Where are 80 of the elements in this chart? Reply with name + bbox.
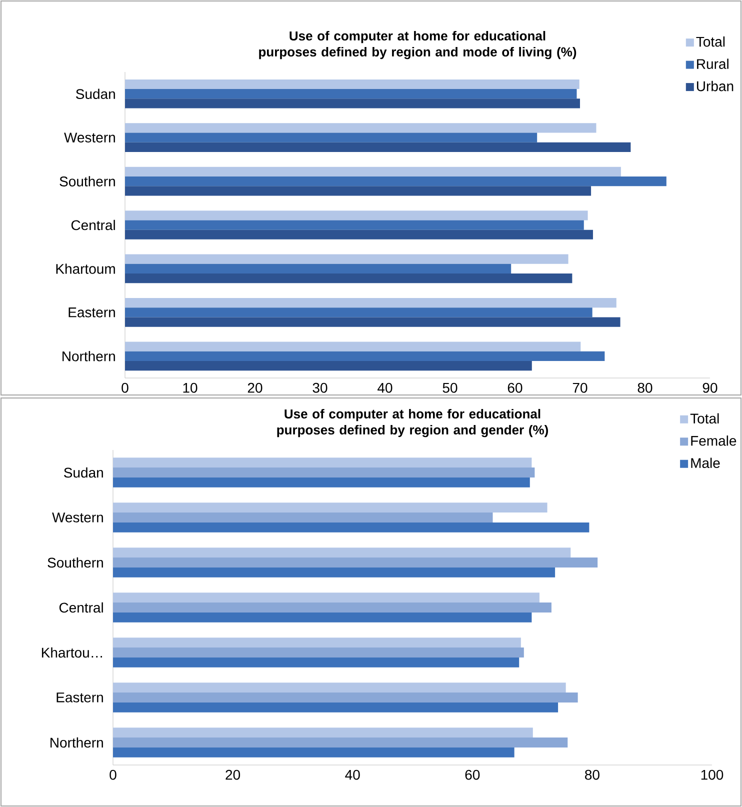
x-tick-label: 100: [701, 770, 724, 780]
y-tick-label: Sudan: [76, 88, 115, 100]
bar: [113, 657, 520, 668]
bar: [113, 747, 514, 758]
legend-label: Female: [691, 435, 736, 446]
x-tick-label: 10: [183, 382, 198, 393]
legend-label: Total: [696, 36, 725, 47]
bar: [113, 648, 524, 658]
x-tick-label: 30: [312, 382, 328, 393]
bar: [113, 477, 530, 488]
bar: [113, 638, 521, 648]
legend-label: Rural: [697, 58, 728, 69]
bar: [113, 602, 552, 612]
bar: [113, 728, 533, 738]
bar: [124, 132, 538, 142]
x-tick-label: 20: [226, 770, 240, 780]
legend-label: Total: [690, 413, 719, 424]
bar: [113, 468, 535, 478]
chart-title: Use of computer at home for educational purposes defined by region and gender (%): [277, 408, 548, 438]
x-tick-label: 50: [442, 382, 458, 393]
y-tick-label: Khartoum: [56, 264, 115, 274]
y-tick-label: Khartou…: [42, 647, 102, 658]
bar: [124, 220, 584, 230]
bar: [113, 682, 566, 693]
bar: [124, 210, 588, 220]
bar: [124, 298, 616, 308]
legend-label: Male: [691, 458, 720, 468]
bar: [124, 98, 580, 108]
bar: [124, 308, 592, 318]
bar: [124, 342, 581, 352]
bar: [113, 612, 532, 622]
bar: [124, 254, 568, 264]
x-tick-label: 80: [585, 770, 600, 780]
y-tick-label: Central: [71, 220, 115, 230]
y-tick-label: Central: [59, 602, 103, 613]
bar: [113, 502, 548, 513]
x-tick-label: 40: [378, 382, 392, 393]
y-tick-label: Northern: [62, 351, 115, 362]
bar: [124, 186, 592, 196]
y-tick-label: Sudan: [64, 467, 103, 478]
bar: [124, 166, 621, 176]
chart-title: Use of computer at home for educational purposes defined by region and mode of living (%): [259, 30, 576, 60]
x-tick-label: 60: [508, 382, 522, 393]
bar: [113, 522, 590, 532]
x-tick-label: 70: [572, 382, 588, 393]
y-tick-label: Northern: [50, 737, 103, 748]
y-tick-label: Western: [64, 132, 115, 142]
x-tick-label: 90: [702, 382, 718, 393]
bar: [124, 230, 593, 240]
bar: [124, 317, 620, 327]
bar: [113, 692, 578, 702]
y-tick-label: Southern: [48, 557, 103, 568]
bar: [113, 458, 532, 468]
bar: [113, 548, 571, 558]
x-tick-label: 0: [122, 382, 128, 393]
bar: [113, 512, 493, 522]
bar: [124, 123, 596, 133]
bar: [113, 567, 556, 578]
bar: [124, 274, 572, 284]
bar: [113, 558, 598, 568]
bar: [113, 702, 558, 712]
bar: [124, 176, 666, 186]
y-tick-label: Southern: [60, 176, 115, 186]
bar: [124, 79, 580, 90]
x-tick-label: 40: [345, 770, 360, 780]
bar: [124, 351, 605, 361]
y-tick-label: Eastern: [56, 692, 103, 702]
bar: [124, 89, 577, 99]
y-tick-label: Eastern: [68, 308, 115, 318]
x-tick-label: 80: [638, 382, 652, 393]
x-tick-label: 0: [110, 770, 116, 780]
x-tick-label: 60: [465, 770, 480, 780]
legend-label: Urban: [696, 80, 734, 92]
bar: [113, 592, 540, 603]
bar: [124, 264, 512, 274]
x-tick-label: 20: [248, 382, 262, 393]
bar: [113, 738, 568, 748]
bar: [124, 360, 532, 371]
bar: [124, 142, 631, 152]
y-tick-label: Western: [52, 512, 103, 522]
